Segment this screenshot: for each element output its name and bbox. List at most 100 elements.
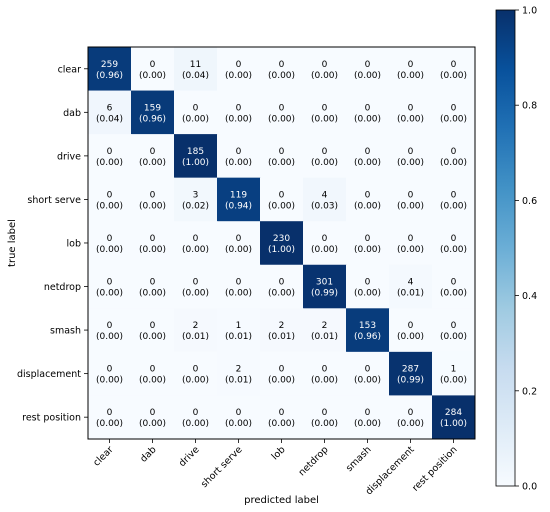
cell-count-label: 259 <box>101 60 118 70</box>
cell-fraction-label: (0.00) <box>268 289 295 299</box>
heatmap-cell <box>260 395 304 440</box>
heatmap-cell <box>174 47 218 92</box>
cell-count-label: 0 <box>150 365 156 375</box>
heatmap-cell <box>88 308 132 353</box>
cell-count-label: 0 <box>279 408 285 418</box>
cell-count-label: 0 <box>279 147 285 157</box>
cell-fraction-label: (0.00) <box>268 158 295 168</box>
heatmap-cell <box>346 395 390 440</box>
heatmap-cell <box>131 308 175 353</box>
heatmap-cell <box>389 351 433 396</box>
cell-fraction-label: (0.01) <box>225 332 252 342</box>
heatmap-cell <box>88 395 132 440</box>
cell-count-label: 0 <box>365 278 371 288</box>
cell-count-label: 0 <box>193 408 199 418</box>
cell-fraction-label: (0.00) <box>354 114 381 124</box>
cell-fraction-label: (0.00) <box>139 71 166 81</box>
cell-count-label: 0 <box>365 234 371 244</box>
cell-fraction-label: (0.00) <box>225 158 252 168</box>
heatmap-cell <box>303 177 347 222</box>
heatmap-cell <box>174 134 218 179</box>
x-tick-label: netdrop <box>297 444 331 478</box>
x-tick-label: drive <box>177 444 202 469</box>
cell-count-label: 0 <box>150 60 156 70</box>
x-tick-label: rest position <box>410 444 459 493</box>
cell-fraction-label: (0.00) <box>354 289 381 299</box>
cell-fraction-label: (0.00) <box>225 419 252 429</box>
cell-count-label: 0 <box>408 234 414 244</box>
cell-fraction-label: (0.00) <box>397 114 424 124</box>
cell-count-label: 0 <box>236 408 242 418</box>
cell-count-label: 0 <box>365 190 371 200</box>
cell-fraction-label: (0.00) <box>311 419 338 429</box>
heatmap-cell <box>260 351 304 396</box>
heatmap-cell <box>217 134 261 179</box>
cell-count-label: 153 <box>359 321 376 331</box>
cell-count-label: 1 <box>236 321 242 331</box>
cell-count-label: 0 <box>107 321 113 331</box>
cell-fraction-label: (0.00) <box>354 158 381 168</box>
heatmap-cell <box>260 177 304 222</box>
cell-fraction-label: (1.00) <box>268 245 295 255</box>
cell-fraction-label: (0.00) <box>96 332 123 342</box>
cell-fraction-label: (0.03) <box>311 201 338 211</box>
cell-fraction-label: (0.02) <box>182 201 209 211</box>
cell-fraction-label: (1.00) <box>440 419 467 429</box>
cell-count-label: 6 <box>107 103 113 113</box>
cell-count-label: 0 <box>279 190 285 200</box>
cell-fraction-label: (0.96) <box>96 71 123 81</box>
cell-count-label: 159 <box>144 103 161 113</box>
cell-fraction-label: (0.00) <box>440 201 467 211</box>
cell-count-label: 185 <box>187 147 204 157</box>
cell-fraction-label: (0.00) <box>182 419 209 429</box>
cell-fraction-label: (0.96) <box>139 114 166 124</box>
cell-fraction-label: (0.00) <box>397 158 424 168</box>
heatmap-cell <box>260 90 304 135</box>
heatmap-cell <box>260 308 304 353</box>
cell-fraction-label: (0.00) <box>268 201 295 211</box>
heatmap-cells: 259(0.96)0(0.00)11(0.04)0(0.00)0(0.00)0(… <box>88 47 476 440</box>
cell-count-label: 0 <box>236 278 242 288</box>
cell-count-label: 0 <box>107 408 113 418</box>
cell-count-label: 2 <box>279 321 285 331</box>
heatmap-cell <box>389 221 433 266</box>
cell-count-label: 0 <box>193 234 199 244</box>
cell-count-label: 4 <box>322 190 328 200</box>
y-tick-label: lob <box>67 238 81 249</box>
cell-count-label: 287 <box>402 365 419 375</box>
heatmap-cell <box>131 264 175 309</box>
cell-fraction-label: (0.00) <box>440 114 467 124</box>
cell-count-label: 0 <box>408 321 414 331</box>
heatmap-cell <box>217 308 261 353</box>
cell-count-label: 11 <box>190 60 201 70</box>
heatmap-cell <box>174 177 218 222</box>
cell-count-label: 0 <box>451 190 457 200</box>
cell-count-label: 0 <box>150 278 156 288</box>
cell-fraction-label: (0.00) <box>139 245 166 255</box>
cell-count-label: 0 <box>193 278 199 288</box>
heatmap-cell <box>303 221 347 266</box>
cell-fraction-label: (0.00) <box>440 376 467 386</box>
cell-fraction-label: (0.00) <box>96 158 123 168</box>
y-tick-label: drive <box>57 151 81 162</box>
heatmap-cell <box>88 351 132 396</box>
cell-fraction-label: (0.00) <box>268 376 295 386</box>
colorbar-tick-label: 0.4 <box>522 291 537 302</box>
heatmap-cell <box>260 221 304 266</box>
cell-fraction-label: (0.00) <box>397 245 424 255</box>
heatmap-cell <box>174 395 218 440</box>
heatmap-cell <box>88 90 132 135</box>
y-tick-label: short serve <box>27 195 81 206</box>
cell-fraction-label: (0.00) <box>268 114 295 124</box>
cell-count-label: 0 <box>451 321 457 331</box>
x-tick-label: lob <box>270 444 288 462</box>
colorbar-tick-label: 0.0 <box>522 482 537 493</box>
cell-count-label: 0 <box>408 408 414 418</box>
cell-count-label: 0 <box>451 234 457 244</box>
cell-count-label: 0 <box>279 103 285 113</box>
cell-count-label: 0 <box>322 147 328 157</box>
heatmap-cell <box>346 308 390 353</box>
heatmap-cell <box>432 351 476 396</box>
cell-count-label: 0 <box>279 365 285 375</box>
